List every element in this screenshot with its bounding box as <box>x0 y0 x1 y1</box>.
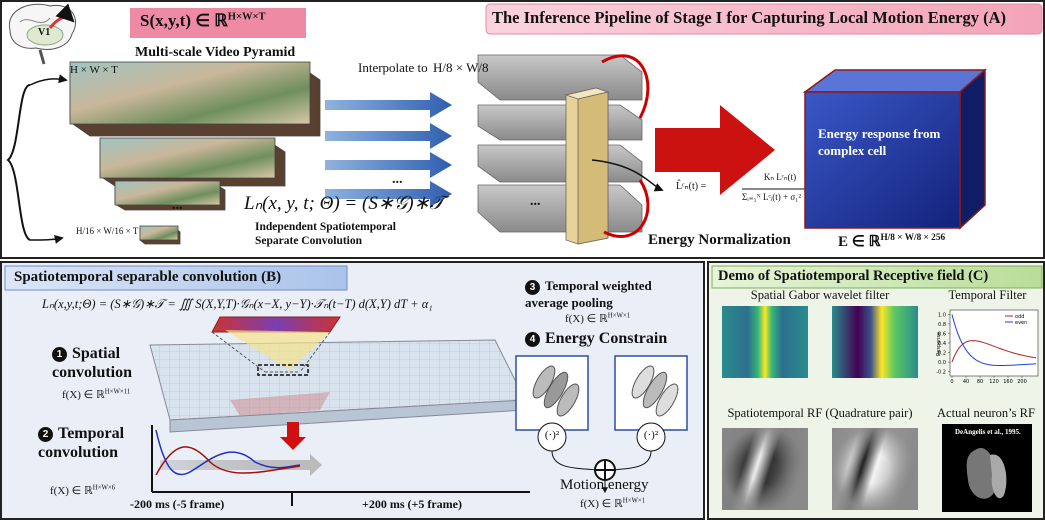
step-space: f(X) ∈ ℝH×W×1 <box>565 312 630 325</box>
caption-line: Separate Convolution <box>255 234 396 248</box>
step-space: f(X) ∈ ℝH×W×11 <box>62 388 130 401</box>
step-label: Energy Constrain <box>545 330 667 347</box>
formula: Lₙ(x,y,t;Θ) = (S∗𝒢)∗𝒯 = ∭ S(X,Y,T)·𝒢ₙ(x−… <box>42 296 433 312</box>
rect-shape <box>832 306 918 378</box>
space-sup: H×W×1 <box>623 497 645 504</box>
rect-shape <box>722 428 808 510</box>
step: 4 Energy Constrain <box>525 330 667 348</box>
step-number: 3 <box>525 280 540 295</box>
y-tick-label: -0.2 <box>936 370 946 376</box>
y-axis-label: Response <box>936 332 942 356</box>
y-tick-label: 1.0 <box>938 312 946 318</box>
rect-shape <box>100 138 275 178</box>
output-space-base: E ∈ ℝ <box>838 234 880 250</box>
path-shape <box>478 185 642 232</box>
pyramid-label: Multi-scale Video Pyramid <box>135 45 295 61</box>
space-sup: H×W×6 <box>93 484 115 491</box>
x-tick-label: 160 <box>1003 379 1013 385</box>
input-size: H × W × T <box>70 64 118 76</box>
figure-graphics: 1.00.80.60.40.20.0-0.204080120160200Resp… <box>0 0 1045 520</box>
x-tick-label: 80 <box>977 379 983 385</box>
path-shape <box>478 105 642 140</box>
norm-denominator: Σᵢ₌₁ᴺ Lᶜᵢ(t) + σ₁² <box>742 192 801 203</box>
space-base: f(X) ∈ ℝ <box>50 485 93 497</box>
step-label: Temporal weighted average pooling <box>525 278 652 310</box>
panel-title: The Inference Pipeline of Stage I for Ca… <box>492 8 1006 28</box>
y-tick-label: 0.8 <box>938 322 946 328</box>
smallest-size: H/16 × W/16 × T <box>76 226 138 236</box>
rect-shape <box>805 92 960 228</box>
x-tick-label: 0 <box>950 379 953 385</box>
filter-label: Actual neuron’s RF <box>930 406 1042 421</box>
g-shape <box>478 55 642 244</box>
x-tick-label: 40 <box>963 379 969 385</box>
interpolate-size: H/8 × W/8 <box>433 60 488 76</box>
filter-label: Temporal Filter <box>935 288 1040 303</box>
legend-label: even <box>1015 320 1027 326</box>
space-base: f(X) ∈ ℝ <box>62 389 105 401</box>
path-shape <box>478 55 642 100</box>
space-base: f(X) ∈ ℝ <box>580 498 623 510</box>
norm-label: Energy Normalization <box>648 232 791 249</box>
ellipsis: ... <box>172 198 183 214</box>
step-number: 4 <box>525 332 540 347</box>
output-space: E ∈ ℝH/8 × W/8 × 256 <box>838 232 945 251</box>
cube-label: Energy response from complex cell <box>818 125 943 159</box>
rect-shape <box>140 226 178 240</box>
interpolate-label: Interpolate to <box>358 60 428 76</box>
path-shape <box>212 317 340 332</box>
caption-line: Independent Spatiotemporal <box>255 220 396 234</box>
time-label: +200 ms (+5 frame) <box>362 497 462 512</box>
panel-title: Demo of Spatiotemporal Receptive field (… <box>718 268 988 285</box>
square-symbol: (·)² <box>639 429 663 441</box>
step-number: 2 <box>38 427 53 442</box>
filter-label: Spatiotemporal RF (Quadrature pair) <box>715 406 925 421</box>
space-base: f(X) ∈ ℝ <box>565 313 608 325</box>
step-space: f(X) ∈ ℝH×W×6 <box>50 484 115 497</box>
y-tick-label: 0.0 <box>938 360 946 366</box>
path-shape <box>578 92 608 244</box>
norm-numerator: Kₙ Lᶜₙ(t) <box>745 172 815 183</box>
input-space: S(x,y,t) ∈ ℝH×W×T <box>140 11 266 31</box>
conv-formula: Lₙ(x, y, t; Θ) = (S∗𝒢)∗𝒯 <box>244 192 444 215</box>
path-shape <box>805 70 985 92</box>
output-space-sup: H/8 × W/8 × 256 <box>880 233 945 243</box>
path-shape <box>478 145 642 182</box>
input-space-base: S(x,y,t) ∈ ℝ <box>140 11 228 30</box>
figure: 1.00.80.60.40.20.0-0.204080120160200Resp… <box>0 0 1045 520</box>
brain-label: V1 <box>38 27 50 38</box>
step: 1Spatial convolution <box>52 344 162 382</box>
x-tick-label: 120 <box>989 379 999 385</box>
space-sup: H×W×11 <box>105 388 131 395</box>
rect-shape <box>722 306 808 378</box>
step-number: 1 <box>52 347 67 362</box>
norm-lhs: L̂ᶜₙ(t) = <box>676 181 706 192</box>
time-label: -200 ms (-5 frame) <box>130 497 224 512</box>
x-tick-label: 200 <box>1017 379 1027 385</box>
space-sup: H×W×1 <box>608 312 630 319</box>
output-label: Motion energy <box>560 477 648 494</box>
rect-shape <box>115 181 220 205</box>
citation: DeAngelis et al., 1995. <box>955 428 1021 436</box>
ellipsis: ... <box>392 172 403 188</box>
panel-title: Spatiotemporal separable convolution (B) <box>14 269 281 286</box>
path-shape <box>960 70 985 228</box>
output-space: f(X) ∈ ℝH×W×1 <box>580 497 645 510</box>
rect-shape <box>832 428 918 510</box>
square-symbol: (·)² <box>540 429 564 441</box>
filter-label: Spatial Gabor wavelet filter <box>720 288 920 303</box>
ellipsis: ... <box>530 194 541 210</box>
input-space-sup: H×W×T <box>228 11 266 22</box>
